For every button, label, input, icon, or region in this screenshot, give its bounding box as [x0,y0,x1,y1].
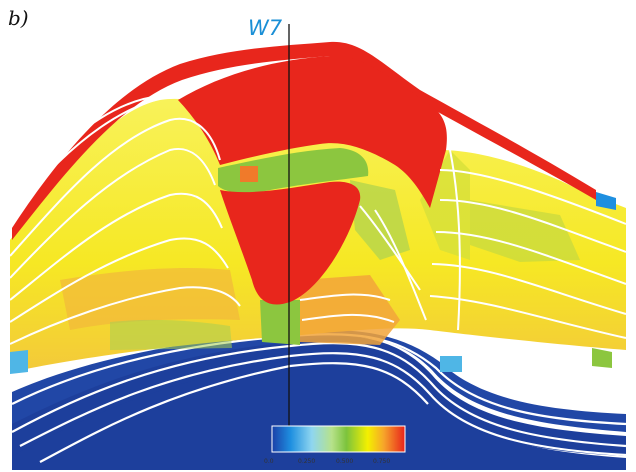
colorbar-tick-label: 0.750 [373,458,391,465]
colorbar [271,425,406,453]
colorbar-tick-label: 0.250 [298,458,316,465]
colorbar-tick-label: 0.0 [264,458,274,465]
panel-label: b) [8,6,29,30]
colorbar-tick-label: 0.500 [336,458,354,465]
colorbar-gradient [271,425,406,453]
mixed-attribute-patches [10,150,616,374]
well-label: W7 [248,16,283,40]
layer-boundaries [9,95,627,345]
red-layers [12,41,596,305]
